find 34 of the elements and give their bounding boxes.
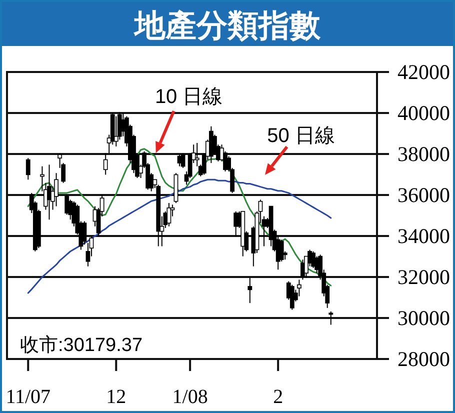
candlestick [248, 278, 252, 304]
candlestick [160, 216, 164, 247]
xtick: 2 [273, 386, 284, 408]
candlestick [180, 152, 186, 168]
candlestick [26, 158, 30, 180]
candlestick [290, 284, 294, 310]
ytick: 40000 [398, 101, 450, 125]
xtick: 11/07 [6, 386, 51, 408]
candlestick [149, 172, 154, 192]
candlestick [82, 220, 87, 246]
annotation: 收市:30179.37 [20, 335, 143, 356]
series-name: 50 日線 [267, 124, 335, 147]
candlestick [54, 172, 58, 207]
ytick: 28000 [398, 347, 450, 371]
candlestick [170, 204, 175, 217]
xtick: 12 [106, 386, 126, 408]
title: 地產分類指數 [134, 8, 320, 43]
candlestick [279, 239, 284, 262]
candlestick [194, 142, 200, 167]
candlestick [58, 152, 62, 168]
candlestick [166, 202, 172, 227]
series-name: 10 日線 [154, 86, 223, 108]
candlestick [328, 310, 334, 326]
ytick: 34000 [398, 224, 450, 248]
ytick: 30000 [398, 306, 450, 330]
candlestick [297, 279, 302, 297]
xtick: 1/08 [172, 386, 208, 408]
candlestick [103, 152, 108, 176]
candlestick [40, 166, 44, 192]
candlestick [114, 116, 118, 147]
ytick: 42000 [398, 60, 450, 84]
ytick: 32000 [398, 265, 450, 289]
ytick: 36000 [398, 183, 450, 207]
ytick: 38000 [398, 142, 450, 166]
